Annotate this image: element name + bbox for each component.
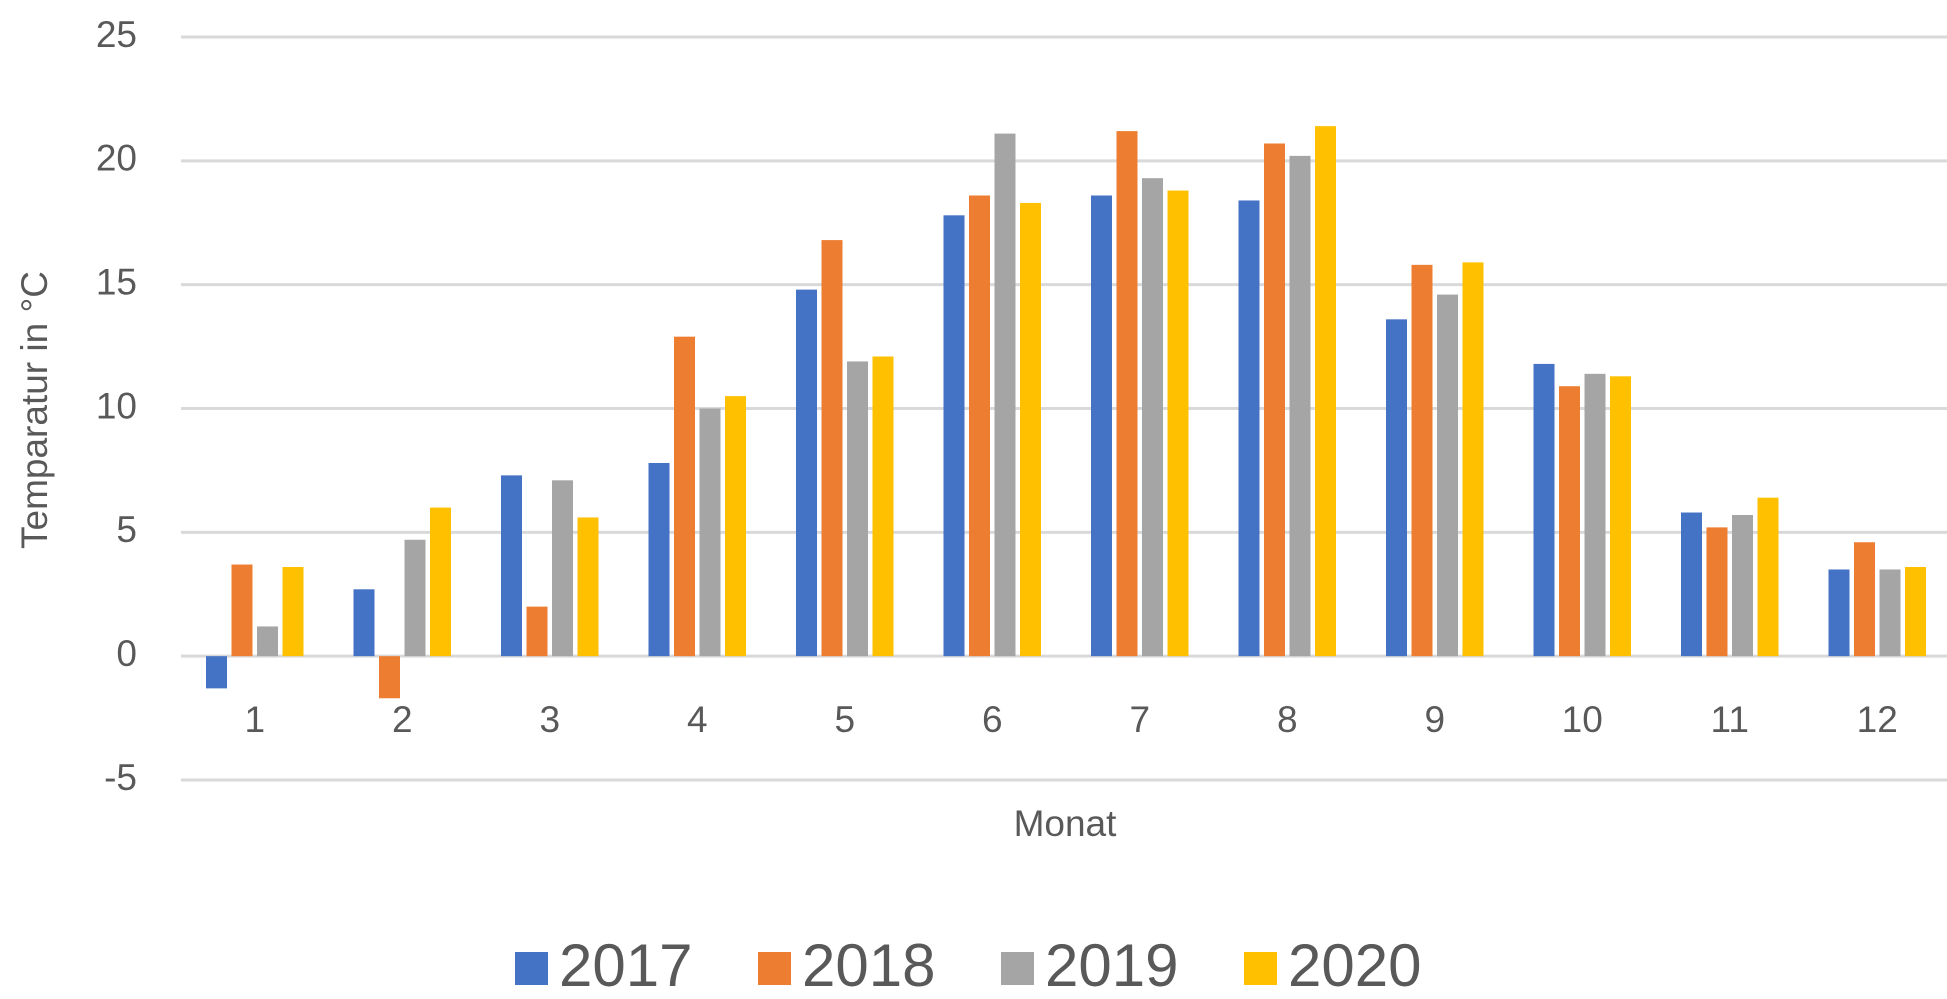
bar — [206, 656, 227, 689]
legend-swatch — [758, 952, 791, 985]
legend-swatch — [1001, 952, 1034, 985]
legend-swatch — [515, 952, 548, 985]
y-tick-label: 25 — [96, 14, 137, 55]
bar — [1462, 262, 1484, 657]
x-tick-label: 1 — [244, 699, 265, 740]
x-tick-label: 11 — [1711, 699, 1749, 740]
x-tick-label: 3 — [539, 699, 560, 740]
bar — [577, 517, 599, 657]
bar — [943, 215, 965, 657]
legend-label: 2018 — [802, 932, 935, 999]
bar — [257, 626, 278, 657]
y-tick-label: 5 — [116, 509, 137, 550]
bar — [821, 240, 843, 657]
bar — [1706, 527, 1728, 657]
x-tick-label: 6 — [982, 699, 1003, 740]
bar — [796, 289, 817, 657]
x-tick-label: 2 — [392, 699, 413, 740]
bar — [379, 656, 400, 699]
x-tick-label: 8 — [1277, 699, 1298, 740]
y-tick-label: -5 — [104, 757, 137, 798]
bar — [1411, 264, 1433, 657]
bar — [1386, 319, 1407, 657]
bar — [847, 361, 868, 657]
x-tick-label: 12 — [1857, 699, 1898, 740]
bar — [552, 480, 573, 657]
bar — [1610, 376, 1631, 657]
bar — [282, 567, 304, 657]
bar — [430, 507, 451, 657]
bar — [872, 356, 894, 657]
bar — [1533, 363, 1555, 657]
y-tick-label: 15 — [96, 261, 137, 302]
bar — [1879, 569, 1901, 657]
bar — [231, 564, 253, 657]
bar — [994, 133, 1016, 657]
legend-swatch — [1244, 952, 1277, 985]
bar — [725, 396, 746, 657]
bar — [1854, 542, 1875, 657]
legend-label: 2019 — [1045, 932, 1178, 999]
bar — [1757, 497, 1779, 657]
bar — [404, 539, 426, 657]
bar — [1167, 190, 1189, 657]
legend-label: 2017 — [559, 932, 692, 999]
bar — [1264, 143, 1285, 657]
bar — [1732, 514, 1753, 657]
bar — [1238, 200, 1260, 657]
legend-label: 2020 — [1288, 932, 1421, 999]
bar — [1681, 512, 1702, 657]
x-axis-title: Monat — [1014, 803, 1118, 844]
bar — [1584, 373, 1606, 657]
bar — [1116, 131, 1138, 657]
bar — [1315, 126, 1336, 657]
x-tick-label: 5 — [834, 699, 855, 740]
bar — [1437, 294, 1458, 657]
bar — [648, 462, 670, 657]
bar — [1905, 567, 1926, 657]
bar — [674, 336, 695, 657]
bar — [1559, 386, 1580, 657]
bar — [969, 195, 990, 657]
bar — [526, 606, 548, 657]
bar — [1091, 195, 1112, 657]
x-tick-label: 10 — [1562, 699, 1603, 740]
y-tick-label: 20 — [96, 138, 137, 179]
bar — [1828, 569, 1850, 657]
x-tick-label: 9 — [1424, 699, 1445, 740]
bar — [1020, 202, 1041, 657]
bar — [501, 475, 522, 657]
y-tick-label: 10 — [96, 385, 137, 426]
x-tick-label: 4 — [687, 699, 708, 740]
bar — [353, 589, 375, 657]
y-tick-label: 0 — [116, 633, 137, 674]
x-tick-label: 7 — [1129, 699, 1150, 740]
bar — [1142, 178, 1163, 657]
bar — [699, 408, 721, 657]
bar — [1289, 155, 1311, 657]
y-axis-title: Temparatur in °C — [14, 271, 55, 549]
